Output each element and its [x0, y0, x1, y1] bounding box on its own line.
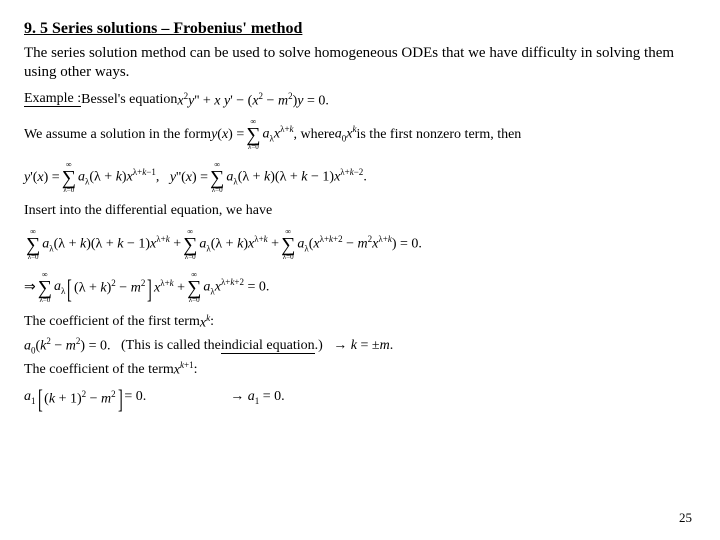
indicial-c: .) — [315, 339, 323, 353]
inserted-t1: aλ(λ + k)(λ + k − 1)xλ+k + — [42, 235, 181, 253]
simp-t1b: (λ + k)2 − m2 — [74, 279, 145, 296]
bessel-equation: x2y'' + x y' − (x2 − m2)y = 0. — [177, 92, 328, 109]
indicial-eq: a0(k2 − m2) = 0. — [24, 337, 121, 355]
coeff2-a: The coefficient of the term — [24, 363, 174, 377]
assume-a0: a0xk — [335, 125, 357, 143]
inserted-t2: aλ(λ + k)xλ+k + — [199, 235, 279, 253]
assume-eq-lhs: y(x) = — [211, 128, 244, 142]
assume-line: We assume a solution in the form y(x) = … — [24, 118, 696, 151]
a1-mid: (k + 1)2 − m2 — [44, 390, 115, 407]
assume-text-c: is the first nonzero term, then — [356, 128, 521, 142]
sigma-icon: ∞∑λ=0 — [187, 271, 201, 304]
left-bracket-icon: [ — [37, 390, 42, 410]
a1-lhs: a1 — [24, 390, 36, 406]
indicial-line: a0(k2 − m2) = 0. (This is called the ind… — [24, 337, 696, 355]
insert-text-line: Insert into the differential equation, w… — [24, 204, 696, 218]
insert-text: Insert into the differential equation, w… — [24, 204, 272, 218]
derivatives-line: y'(x) = ∞∑λ=0 aλ(λ + k)xλ+k−1, y''(x) = … — [24, 161, 696, 194]
example-line: Example : Bessel's equation x2y'' + x y'… — [24, 92, 696, 109]
coeff1-line: The coefficient of the first term xk : — [24, 314, 696, 331]
section-heading: 9. 5 Series solutions – Frobenius' metho… — [24, 20, 696, 38]
inserted-eq-line: ∞∑λ=0 aλ(λ + k)(λ + k − 1)xλ+k + ∞∑λ=0 a… — [24, 228, 696, 261]
coeff2-line: The coefficient of the term xk+1 : — [24, 361, 696, 378]
yprime-lhs: y'(x) = — [24, 171, 60, 185]
simp-t1c: xλ+k + — [154, 279, 185, 296]
a1-line: a1 [ (k + 1)2 − m2 ] = 0. → a1 = 0. — [24, 388, 696, 408]
sigma-icon: ∞∑λ=0 — [26, 228, 40, 261]
ypp-rhs: aλ(λ + k)(λ + k − 1)xλ+k−2. — [226, 168, 367, 186]
right-bracket-icon: ] — [118, 390, 123, 410]
page-number: 25 — [679, 510, 692, 526]
simp-t2: aλxλ+k+2 = 0. — [203, 278, 269, 296]
simplified-eq-line: ⇒ ∞∑λ=0 aλ [ (λ + k)2 − m2 ] xλ+k + ∞∑λ=… — [24, 271, 696, 304]
coeff1-xk: xk — [200, 314, 210, 331]
coeff1-b: : — [210, 315, 214, 329]
sigma-icon: ∞∑λ=0 — [62, 161, 76, 194]
left-bracket-icon: [ — [67, 280, 72, 300]
inserted-t3: aλ(xλ+k+2 − m2xλ+k) = 0. — [297, 235, 422, 253]
sigma-icon: ∞∑λ=0 — [183, 228, 197, 261]
assume-eq-rhs: aλxλ+k — [263, 125, 294, 143]
sigma-icon: ∞∑λ=0 — [246, 118, 260, 151]
bessel-label: Bessel's equation — [81, 93, 177, 107]
coeff2-b: : — [194, 363, 198, 377]
coeff2-xk1: xk+1 — [174, 361, 194, 378]
intro-paragraph: The series solution method can be used t… — [24, 44, 696, 82]
assume-text-a: We assume a solution in the form — [24, 128, 211, 142]
sigma-icon: ∞∑λ=0 — [281, 228, 295, 261]
indicial-b: indicial equation — [221, 339, 315, 354]
slide-page: 9. 5 Series solutions – Frobenius' metho… — [0, 0, 720, 540]
implies-1: ⇒ — [24, 281, 36, 295]
coeff1-a: The coefficient of the first term — [24, 315, 200, 329]
yprime-rhs: aλ(λ + k)xλ+k−1, — [78, 168, 170, 186]
simp-t1a: aλ — [54, 280, 65, 296]
ypp-lhs: y''(x) = — [170, 171, 208, 185]
a1-rhs: = 0. → a1 = 0. — [124, 390, 284, 406]
assume-text-b: , where — [294, 128, 335, 142]
example-label: Example : — [24, 92, 81, 107]
sigma-icon: ∞∑λ=0 — [210, 161, 224, 194]
sigma-icon: ∞∑λ=0 — [38, 271, 52, 304]
right-bracket-icon: ] — [147, 280, 152, 300]
indicial-result: → k = ±m. — [323, 339, 393, 353]
indicial-a: (This is called the — [121, 339, 221, 353]
